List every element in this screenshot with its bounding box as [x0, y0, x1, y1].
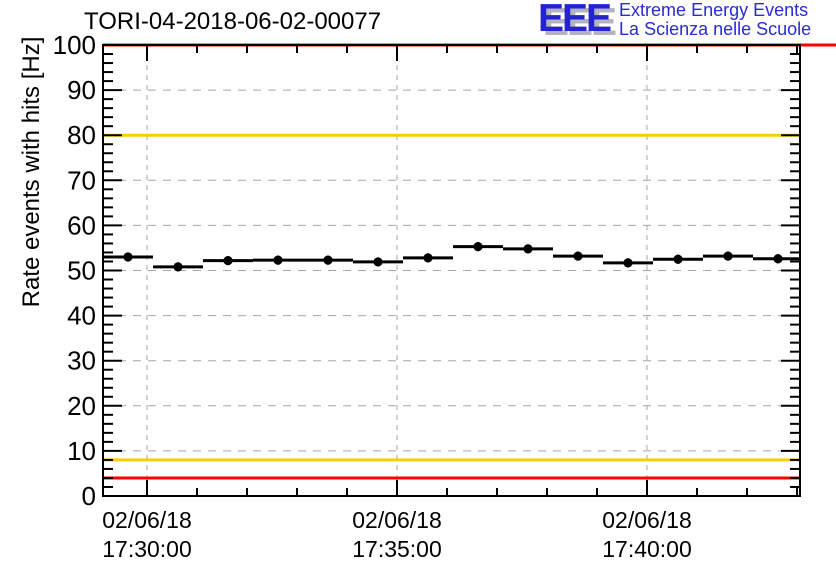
- eee-logo: EEE Extreme Energy Events La Scienza nel…: [538, 0, 811, 39]
- eee-logo-line1: Extreme Energy Events: [619, 0, 809, 20]
- x-tick-label-time: 17:35:00: [352, 536, 442, 562]
- data-point-marker: [273, 255, 283, 265]
- y-tick-label: 50: [67, 256, 96, 286]
- data-point-marker: [123, 252, 133, 262]
- data-point-marker: [473, 241, 483, 252]
- data-point-marker: [573, 251, 583, 261]
- eee-logo-line2: La Scienza nelle Scuole: [619, 19, 812, 39]
- y-tick-label: 40: [67, 301, 96, 331]
- x-tick-label-date: 02/06/18: [602, 507, 692, 533]
- y-tick-label: 70: [67, 165, 96, 195]
- data-point-marker: [423, 253, 433, 263]
- data-point-marker: [223, 255, 233, 266]
- eee-logo-text: Extreme Energy Events La Scienza nelle S…: [619, 1, 811, 39]
- y-tick-label: 100: [53, 30, 96, 60]
- data-point-marker: [773, 254, 783, 264]
- y-axis-title: Rate events with hits [Hz]: [18, 36, 45, 308]
- data-point-marker: [173, 262, 183, 272]
- data-point-marker: [623, 258, 633, 268]
- data-point-marker: [673, 254, 683, 264]
- y-tick-label: 20: [67, 391, 96, 421]
- y-tick-label: 80: [67, 120, 96, 150]
- y-tick-label: 60: [67, 210, 96, 240]
- y-tick-label: 0: [82, 481, 96, 511]
- y-tick-label: 30: [67, 346, 96, 376]
- data-point-marker: [373, 257, 383, 267]
- plot-title: TORI-04-2018-06-02-00077: [84, 8, 382, 35]
- data-point-marker: [723, 251, 733, 261]
- x-tick-label-date: 02/06/18: [352, 507, 442, 533]
- data-point-marker: [523, 244, 533, 254]
- x-tick-label-date: 02/06/18: [102, 507, 192, 533]
- eee-logo-acronym: EEE: [538, 0, 612, 40]
- y-tick-label: 90: [67, 75, 96, 105]
- x-tick-label-time: 17:40:00: [602, 536, 692, 562]
- x-tick-label-time: 17:30:00: [102, 536, 192, 562]
- data-point-marker: [323, 255, 333, 265]
- y-tick-label: 10: [67, 436, 96, 466]
